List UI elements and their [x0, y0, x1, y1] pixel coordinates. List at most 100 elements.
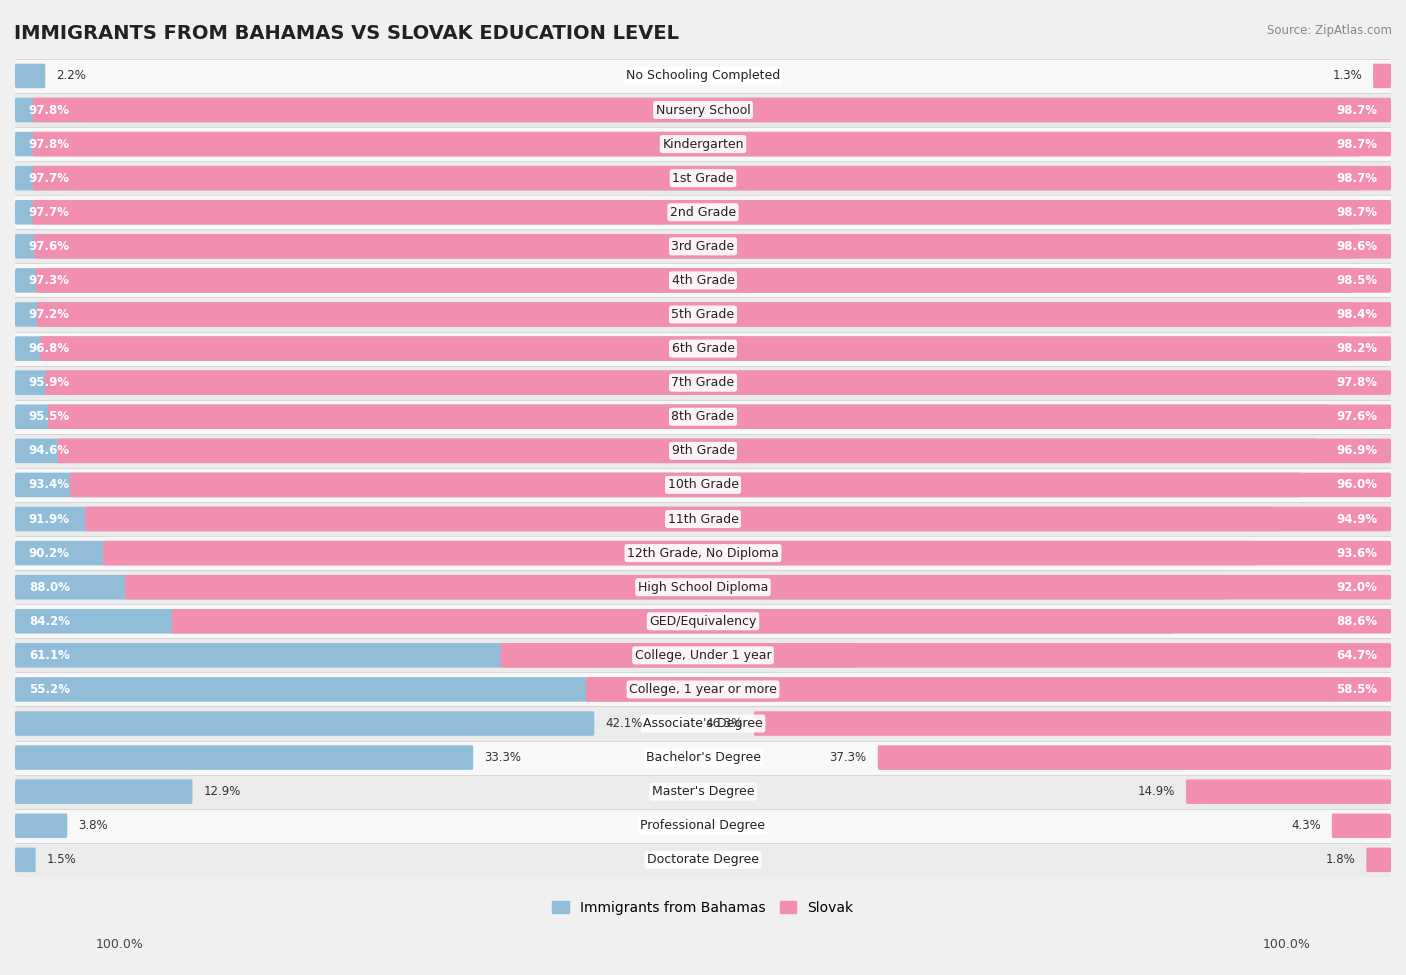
Text: GED/Equivalency: GED/Equivalency — [650, 615, 756, 628]
Bar — [15, 366, 1391, 400]
Text: Bachelor's Degree: Bachelor's Degree — [645, 751, 761, 764]
FancyBboxPatch shape — [15, 405, 1329, 429]
Text: 97.6%: 97.6% — [1336, 410, 1378, 423]
Bar — [15, 639, 1391, 673]
FancyBboxPatch shape — [501, 644, 1391, 668]
Text: 97.6%: 97.6% — [28, 240, 70, 253]
Text: 7th Grade: 7th Grade — [672, 376, 734, 389]
FancyBboxPatch shape — [15, 166, 1360, 190]
FancyBboxPatch shape — [15, 847, 35, 872]
Text: 97.3%: 97.3% — [28, 274, 70, 287]
Text: 11th Grade: 11th Grade — [668, 513, 738, 526]
FancyBboxPatch shape — [15, 268, 1354, 292]
Text: 100.0%: 100.0% — [96, 938, 143, 951]
FancyBboxPatch shape — [1367, 847, 1391, 872]
Text: 92.0%: 92.0% — [1336, 581, 1378, 594]
Bar — [15, 195, 1391, 229]
Text: Master's Degree: Master's Degree — [652, 785, 754, 799]
Text: 97.7%: 97.7% — [28, 172, 70, 184]
Text: 94.9%: 94.9% — [1336, 513, 1378, 526]
FancyBboxPatch shape — [15, 132, 1361, 156]
FancyBboxPatch shape — [1187, 779, 1391, 804]
Text: 12.9%: 12.9% — [204, 785, 240, 799]
Text: 6th Grade: 6th Grade — [672, 342, 734, 355]
FancyBboxPatch shape — [15, 336, 1347, 361]
Text: 3rd Grade: 3rd Grade — [672, 240, 734, 253]
FancyBboxPatch shape — [15, 439, 1316, 463]
FancyBboxPatch shape — [15, 200, 1360, 224]
Text: 98.7%: 98.7% — [1336, 172, 1378, 184]
Text: 2.2%: 2.2% — [56, 69, 86, 83]
Text: Kindergarten: Kindergarten — [662, 137, 744, 150]
FancyBboxPatch shape — [39, 336, 1391, 361]
FancyBboxPatch shape — [32, 166, 1391, 190]
Text: 95.9%: 95.9% — [28, 376, 70, 389]
Text: Associate's Degree: Associate's Degree — [643, 717, 763, 730]
FancyBboxPatch shape — [48, 405, 1391, 429]
Bar — [15, 400, 1391, 434]
FancyBboxPatch shape — [15, 98, 1361, 122]
FancyBboxPatch shape — [15, 541, 1256, 565]
Bar — [15, 604, 1391, 639]
Text: Professional Degree: Professional Degree — [641, 819, 765, 833]
FancyBboxPatch shape — [37, 302, 1391, 327]
Text: 97.7%: 97.7% — [28, 206, 70, 218]
FancyBboxPatch shape — [35, 268, 1391, 292]
Text: 88.0%: 88.0% — [28, 581, 70, 594]
Text: 97.2%: 97.2% — [28, 308, 70, 321]
FancyBboxPatch shape — [32, 98, 1391, 122]
Bar — [15, 297, 1391, 332]
Bar — [15, 229, 1391, 263]
FancyBboxPatch shape — [32, 200, 1391, 224]
FancyBboxPatch shape — [15, 813, 67, 838]
Text: 88.6%: 88.6% — [1336, 615, 1378, 628]
Bar — [15, 93, 1391, 127]
FancyBboxPatch shape — [15, 779, 193, 804]
FancyBboxPatch shape — [34, 234, 1391, 258]
FancyBboxPatch shape — [15, 745, 474, 770]
Text: 93.4%: 93.4% — [28, 479, 70, 491]
Text: 96.8%: 96.8% — [28, 342, 70, 355]
FancyBboxPatch shape — [15, 575, 1226, 600]
Text: 91.9%: 91.9% — [28, 513, 70, 526]
Text: 8th Grade: 8th Grade — [672, 410, 734, 423]
Bar — [15, 127, 1391, 161]
Legend: Immigrants from Bahamas, Slovak: Immigrants from Bahamas, Slovak — [553, 901, 853, 915]
Bar — [15, 808, 1391, 842]
Text: 98.2%: 98.2% — [1336, 342, 1378, 355]
Text: 100.0%: 100.0% — [1263, 938, 1310, 951]
Bar — [15, 673, 1391, 707]
Bar — [15, 161, 1391, 195]
Bar — [15, 707, 1391, 741]
Text: High School Diploma: High School Diploma — [638, 581, 768, 594]
FancyBboxPatch shape — [125, 575, 1391, 600]
Text: 93.6%: 93.6% — [1336, 547, 1378, 560]
Text: 3.8%: 3.8% — [79, 819, 108, 833]
Text: 4.3%: 4.3% — [1291, 819, 1320, 833]
Text: 42.1%: 42.1% — [606, 717, 643, 730]
Text: 9th Grade: 9th Grade — [672, 445, 734, 457]
Text: 2nd Grade: 2nd Grade — [669, 206, 737, 218]
Text: Source: ZipAtlas.com: Source: ZipAtlas.com — [1267, 24, 1392, 37]
Text: 4th Grade: 4th Grade — [672, 274, 734, 287]
FancyBboxPatch shape — [754, 711, 1391, 736]
FancyBboxPatch shape — [15, 644, 856, 668]
Text: 98.7%: 98.7% — [1336, 206, 1378, 218]
Text: 98.6%: 98.6% — [1336, 240, 1378, 253]
Text: 5th Grade: 5th Grade — [672, 308, 734, 321]
FancyBboxPatch shape — [15, 678, 775, 702]
Text: 1.3%: 1.3% — [1333, 69, 1362, 83]
Text: Doctorate Degree: Doctorate Degree — [647, 853, 759, 867]
Text: College, Under 1 year: College, Under 1 year — [634, 648, 772, 662]
Text: 96.0%: 96.0% — [1336, 479, 1378, 491]
Text: 33.3%: 33.3% — [484, 751, 522, 764]
FancyBboxPatch shape — [58, 439, 1391, 463]
FancyBboxPatch shape — [15, 302, 1353, 327]
Bar — [15, 842, 1391, 877]
Text: 12th Grade, No Diploma: 12th Grade, No Diploma — [627, 547, 779, 560]
FancyBboxPatch shape — [70, 473, 1391, 497]
Bar — [15, 263, 1391, 297]
FancyBboxPatch shape — [103, 541, 1391, 565]
FancyBboxPatch shape — [1374, 63, 1391, 88]
Text: 96.9%: 96.9% — [1336, 445, 1378, 457]
